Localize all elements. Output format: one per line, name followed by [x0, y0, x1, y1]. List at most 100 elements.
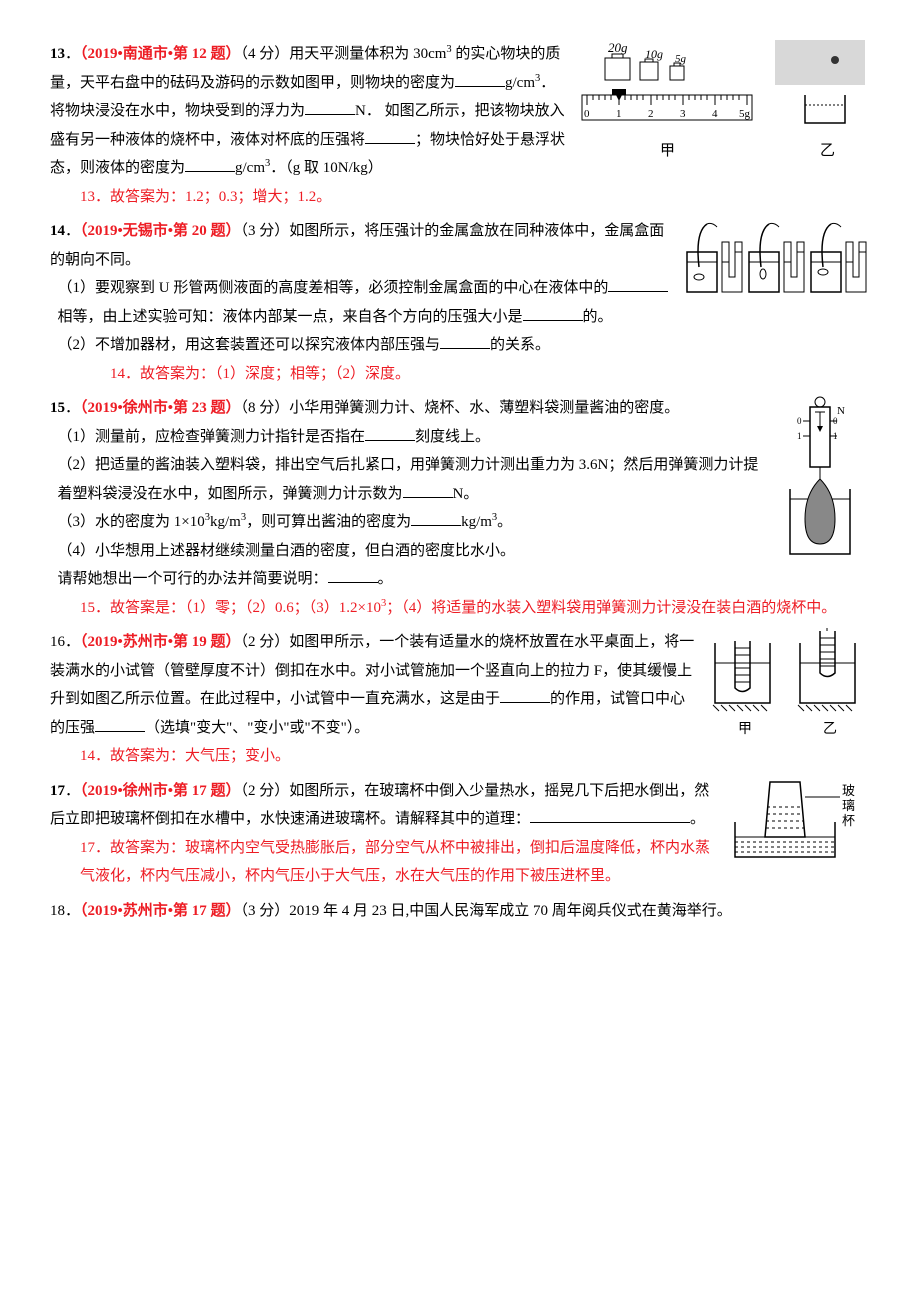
q13-text1: 用天平测量体积为 — [289, 46, 409, 62]
q15-answer: 15．故答案是：（1）零；（2）0.6；（3）1.2×103；（4）将适量的水装… — [80, 594, 870, 623]
blank — [185, 156, 235, 172]
caption-yi: 乙 — [820, 143, 835, 159]
spring-N: N — [837, 405, 845, 417]
glass-label-1: 玻 — [842, 783, 855, 798]
q15-sub3c: ，则可算出酱油的密度为 — [246, 514, 411, 530]
svg-text:0: 0 — [797, 416, 802, 426]
q15-answer1: 15．故答案是：（1）零；（2）0.6；（3）1.2×10 — [80, 600, 381, 616]
q15-sub4a: （4）小华想用上述器材继续测量白酒的密度，但白酒的密度比水小。 — [58, 543, 516, 559]
q17-number: 17 — [50, 783, 65, 799]
q15-sub3b: kg/m — [210, 514, 241, 530]
figure-q14 — [685, 217, 870, 318]
weight-20g-label: 20g — [608, 40, 628, 55]
q18-number: 18 — [50, 903, 65, 919]
q17-source: （2019•徐州市•第 17 题） — [80, 783, 241, 799]
q14-sub2: （2）不增加器材，用这套装置还可以探究液体内部压强与 的关系。 — [58, 331, 871, 360]
question-14: 14．（2019•无锡市•第 20 题）（3 分）如图所示，将压强计的金属盒放在… — [50, 217, 870, 388]
q15-points: （8 分） — [241, 400, 290, 416]
question-18: 18．（2019•苏州市•第 17 题）（3 分）2019 年 4 月 23 日… — [50, 897, 870, 926]
question-17: 玻 璃 杯 17．（2019•徐州市•第 17 题）（2 分）如图所示，在玻璃杯… — [50, 777, 870, 891]
q15-sub3e: 。 — [497, 514, 512, 530]
ruler-3: 3 — [680, 108, 686, 120]
glass-label-2: 璃 — [842, 798, 855, 813]
figure-q15: N 00 11 — [775, 394, 870, 575]
blank — [328, 567, 378, 583]
q14-answer: 14．故答案为：（1）深度；相等；（2）深度。 — [110, 360, 870, 389]
q14-source: （2019•无锡市•第 20 题） — [80, 223, 241, 239]
glass-label-3: 杯 — [842, 813, 855, 828]
ruler-1: 1 — [616, 108, 622, 120]
blank — [530, 807, 690, 823]
q13-unit1: g/cm — [505, 75, 535, 91]
figure-q17: 玻 璃 杯 — [730, 777, 870, 883]
blank — [523, 305, 583, 321]
q15-answer2: ；（4）将适量的水装入塑料袋用弹簧测力计浸没在装白酒的烧杯中。 — [386, 600, 836, 616]
q15-sub4: （4）小华想用上述器材继续测量白酒的密度，但白酒的密度比水小。 请帮她想出一个可… — [58, 537, 871, 594]
q18-text1: 2019 年 4 月 23 日,中国人民海军成立 70 周年阅兵仪式在黄海举行。 — [289, 903, 732, 919]
blank — [305, 99, 355, 115]
q18-source: （2019•苏州市•第 17 题） — [80, 903, 241, 919]
q13-text2: 30cm — [413, 46, 446, 62]
q14-sub1a: （1）要观察到 U 形管两侧液面的高度差相等，必须控制金属盒面的中心在液体中的 — [58, 280, 609, 296]
blank — [95, 716, 145, 732]
q15-text1: 小华用弹簧测力计、烧杯、水、薄塑料袋测量酱油的密度。 — [289, 400, 679, 416]
glass-cup-figure: 玻 璃 杯 — [730, 777, 870, 872]
blank — [365, 425, 415, 441]
q14-sub1c: 的。 — [583, 309, 613, 325]
blank — [403, 482, 453, 498]
ruler-0: 0 — [584, 108, 590, 120]
blank — [411, 510, 461, 526]
blank — [455, 71, 505, 87]
q16-number: 16 — [50, 634, 65, 650]
ruler-5g: 5g — [739, 108, 751, 120]
figure-q16: F 甲 乙 — [710, 628, 870, 749]
q15-sub1: （1）测量前，应检查弹簧测力计指针是否指在 刻度线上。 — [58, 423, 871, 452]
q13-source: （2019•南通市•第 12 题） — [80, 46, 241, 62]
svg-text:1: 1 — [797, 431, 802, 441]
ruler-2: 2 — [648, 108, 654, 120]
q14-sub2a: （2）不增加器材，用这套装置还可以探究液体内部压强与 — [58, 337, 441, 353]
question-13: 20g 10g 5g — [50, 40, 870, 211]
q15-number: 15 — [50, 400, 65, 416]
q17-text2: 。 — [690, 811, 705, 827]
ruler-4: 4 — [712, 108, 718, 120]
question-15: N 00 11 15．（2019•徐州市•第 23 题）（8 分）小华用弹簧测力… — [50, 394, 870, 622]
question-16: F 甲 乙 16．（2019•苏州市•第 19 题）（2 分）如图甲所示，一个装… — [50, 628, 870, 771]
caption-jia: 甲 — [660, 143, 675, 159]
q18-points: （3 分） — [241, 903, 290, 919]
q16-source: （2019•苏州市•第 19 题） — [80, 634, 241, 650]
blank — [500, 687, 550, 703]
spring-scale-figure: N 00 11 — [775, 394, 870, 564]
q16-text3: （选填"变大"、"变小"或"不变"）。 — [145, 720, 369, 736]
pressure-gauge-figure — [685, 217, 870, 307]
q13-unit2: N — [355, 103, 366, 119]
q15-sub1b: 刻度线上。 — [415, 429, 490, 445]
blank — [608, 276, 668, 292]
q15-sub3d: kg/m — [461, 514, 492, 530]
q14-points: （3 分） — [241, 223, 290, 239]
q15-sub4c: 。 — [378, 571, 393, 587]
q14-sub2b: 的关系。 — [490, 337, 550, 353]
blank — [365, 128, 415, 144]
q13-unit3: g/cm — [235, 160, 265, 176]
q15-sub1a: （1）测量前，应检查弹簧测力计指针是否指在 — [58, 429, 366, 445]
q15-sub4b: 请帮她想出一个可行的办法并简要说明： — [58, 571, 328, 587]
blank — [440, 333, 490, 349]
q15-source: （2019•徐州市•第 23 题） — [80, 400, 241, 416]
q14-number: 14 — [50, 223, 65, 239]
q15-sub2: （2）把适量的酱油装入塑料袋，排出空气后扎紧口，用弹簧测力计测出重力为 3.6N… — [58, 451, 871, 508]
figure-q13: 20g 10g 5g — [580, 40, 870, 191]
q16-points: （2 分） — [241, 634, 290, 650]
q15-sub3: （3）水的密度为 1×103kg/m3，则可算出酱油的密度为kg/m3。 — [58, 508, 871, 537]
test-tube-figure: F 甲 乙 — [710, 628, 870, 738]
balance-figure: 20g 10g 5g — [580, 40, 870, 180]
caption-yi: 乙 — [823, 721, 837, 737]
q13-number: 13 — [50, 46, 65, 62]
q15-sub2b: N。 — [453, 486, 479, 502]
q14-sub1b: 相等，由上述实验可知：液体内部某一点，来自各个方向的压强大小是 — [58, 309, 523, 325]
q13-points: （4 分） — [241, 46, 290, 62]
q15-sub3a: （3）水的密度为 1×10 — [58, 514, 205, 530]
caption-jia: 甲 — [738, 722, 752, 737]
q13-text7: ．（g 取 10N/kg） — [270, 160, 383, 176]
q17-points: （2 分） — [241, 783, 290, 799]
